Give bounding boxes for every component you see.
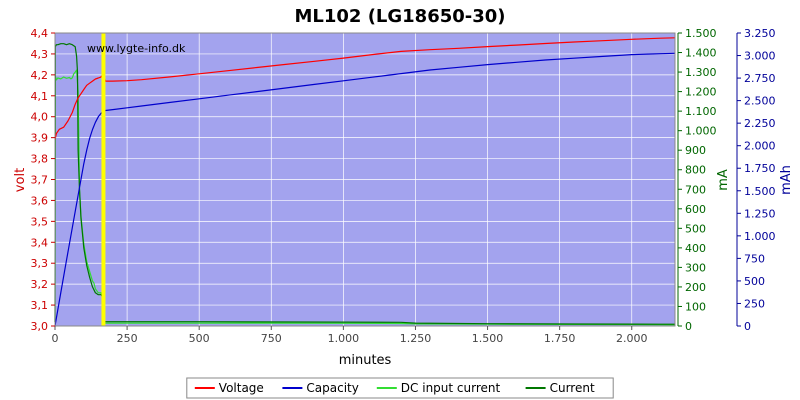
- legend-label: Voltage: [219, 381, 264, 395]
- y-current-tick-label: 100: [685, 300, 706, 313]
- legend-item: Current: [525, 381, 595, 395]
- y-left-tick-label: 3,8: [31, 153, 49, 166]
- x-tick-label: 2.000: [616, 332, 648, 345]
- y-left-tick-label: 3,5: [31, 215, 49, 228]
- y-current-tick-label: 800: [685, 164, 706, 177]
- watermark: www.lygte-info.dk: [87, 42, 186, 55]
- y-current-tick-label: 600: [685, 203, 706, 216]
- y-axis-current-label: mA: [716, 169, 731, 191]
- y-left-tick-label: 3,6: [31, 194, 49, 207]
- y-axis-volt: 3,0 3,1 3,2 3,3 3,4 3,5 3,6 3,7 3,8 3,9 4,0 4,1 4,2 4…: [31, 27, 55, 333]
- x-tick-label: 500: [189, 332, 210, 345]
- y-current-tick-label: 1.300: [685, 66, 717, 79]
- y-left-tick-label: 3,0: [31, 320, 49, 333]
- y-left-tick-label: 4,0: [31, 111, 49, 124]
- x-tick-label: 1.250: [400, 332, 432, 345]
- y-current-tick-label: 1.400: [685, 47, 717, 60]
- x-tick-label: 1.500: [472, 332, 504, 345]
- x-tick-label: 750: [261, 332, 282, 345]
- legend-label: Current: [550, 381, 595, 395]
- y-capacity-tick-label: 1.500: [744, 185, 776, 198]
- y-capacity-tick-label: 500: [744, 275, 765, 288]
- y-axis-capacity-label: mAh: [779, 165, 794, 195]
- y-axis-capacity: 0 250 500 750 1.000 1.250 1.500 1.750 2.000 2.250…: [736, 27, 776, 333]
- legend-label: DC input current: [401, 381, 501, 395]
- y-current-tick-label: 1.200: [685, 86, 717, 99]
- legend: Voltage Capacity DC input current Current: [186, 377, 614, 399]
- x-tick-label: 1.000: [328, 332, 360, 345]
- y-current-tick-label: 700: [685, 183, 706, 196]
- y-current-tick-label: 1.100: [685, 105, 717, 118]
- y-current-tick-label: 400: [685, 242, 706, 255]
- y-capacity-tick-label: 3.250: [744, 27, 776, 40]
- y-left-tick-label: 4,2: [31, 69, 49, 82]
- series-layer: [54, 37, 676, 327]
- y-left-tick-label: 4,4: [31, 27, 49, 40]
- x-axis-label: minutes: [339, 353, 392, 368]
- y-axis-current: 0 100 200 300 400 500 600 700 800 900 1.000 1.100 1.…: [677, 27, 717, 333]
- y-current-tick-label: 0: [685, 320, 692, 333]
- legend-box: [186, 377, 614, 399]
- y-capacity-tick-label: 1.000: [744, 230, 776, 243]
- y-capacity-tick-label: 1.750: [744, 162, 776, 175]
- y-capacity-tick-label: 3.000: [744, 50, 776, 63]
- x-tick-label: 250: [117, 332, 138, 345]
- y-capacity-tick-label: 750: [744, 252, 765, 265]
- y-capacity-tick-label: 0: [744, 320, 751, 333]
- x-tick-label: 1.750: [544, 332, 576, 345]
- y-left-tick-label: 4,3: [31, 48, 49, 61]
- phase-marker: [101, 33, 106, 326]
- y-left-tick-label: 3,9: [31, 132, 49, 145]
- chart-title: ML102 (LG18650-30): [294, 6, 505, 27]
- y-capacity-tick-label: 250: [744, 297, 765, 310]
- y-left-tick-label: 4,1: [31, 90, 49, 103]
- x-axis: 0 250 500 750 1.000 1.250 1.500 1.750 2.000: [52, 326, 648, 345]
- y-left-tick-label: 3,1: [31, 299, 49, 312]
- y-current-tick-label: 1.500: [685, 27, 717, 40]
- y-capacity-tick-label: 2.250: [744, 117, 776, 130]
- series-line-current: [54, 43, 675, 325]
- y-left-tick-label: 3,7: [31, 174, 49, 187]
- y-capacity-tick-label: 2.000: [744, 140, 776, 153]
- y-left-tick-label: 3,3: [31, 257, 49, 270]
- series-line-voltage: [54, 37, 676, 140]
- y-capacity-tick-label: 2.500: [744, 95, 776, 108]
- legend-item: Capacity: [282, 381, 359, 395]
- y-current-tick-label: 900: [685, 144, 706, 157]
- x-tick-label: 0: [52, 332, 59, 345]
- y-capacity-tick-label: 1.250: [744, 207, 776, 220]
- y-current-tick-label: 1.000: [685, 125, 717, 138]
- series-line-capacity: [54, 52, 676, 327]
- y-current-tick-label: 200: [685, 281, 706, 294]
- series-line-dc-input-current: [54, 69, 676, 326]
- y-left-tick-label: 3,4: [31, 236, 49, 249]
- y-current-tick-label: 500: [685, 222, 706, 235]
- legend-item: DC input current: [376, 381, 501, 395]
- legend-label: Capacity: [306, 381, 358, 395]
- y-current-tick-label: 300: [685, 261, 706, 274]
- y-left-tick-label: 3,2: [31, 278, 49, 291]
- legend-item: Voltage: [194, 381, 264, 395]
- y-axis-volt-label: volt: [13, 168, 28, 192]
- y-capacity-tick-label: 2.750: [744, 72, 776, 85]
